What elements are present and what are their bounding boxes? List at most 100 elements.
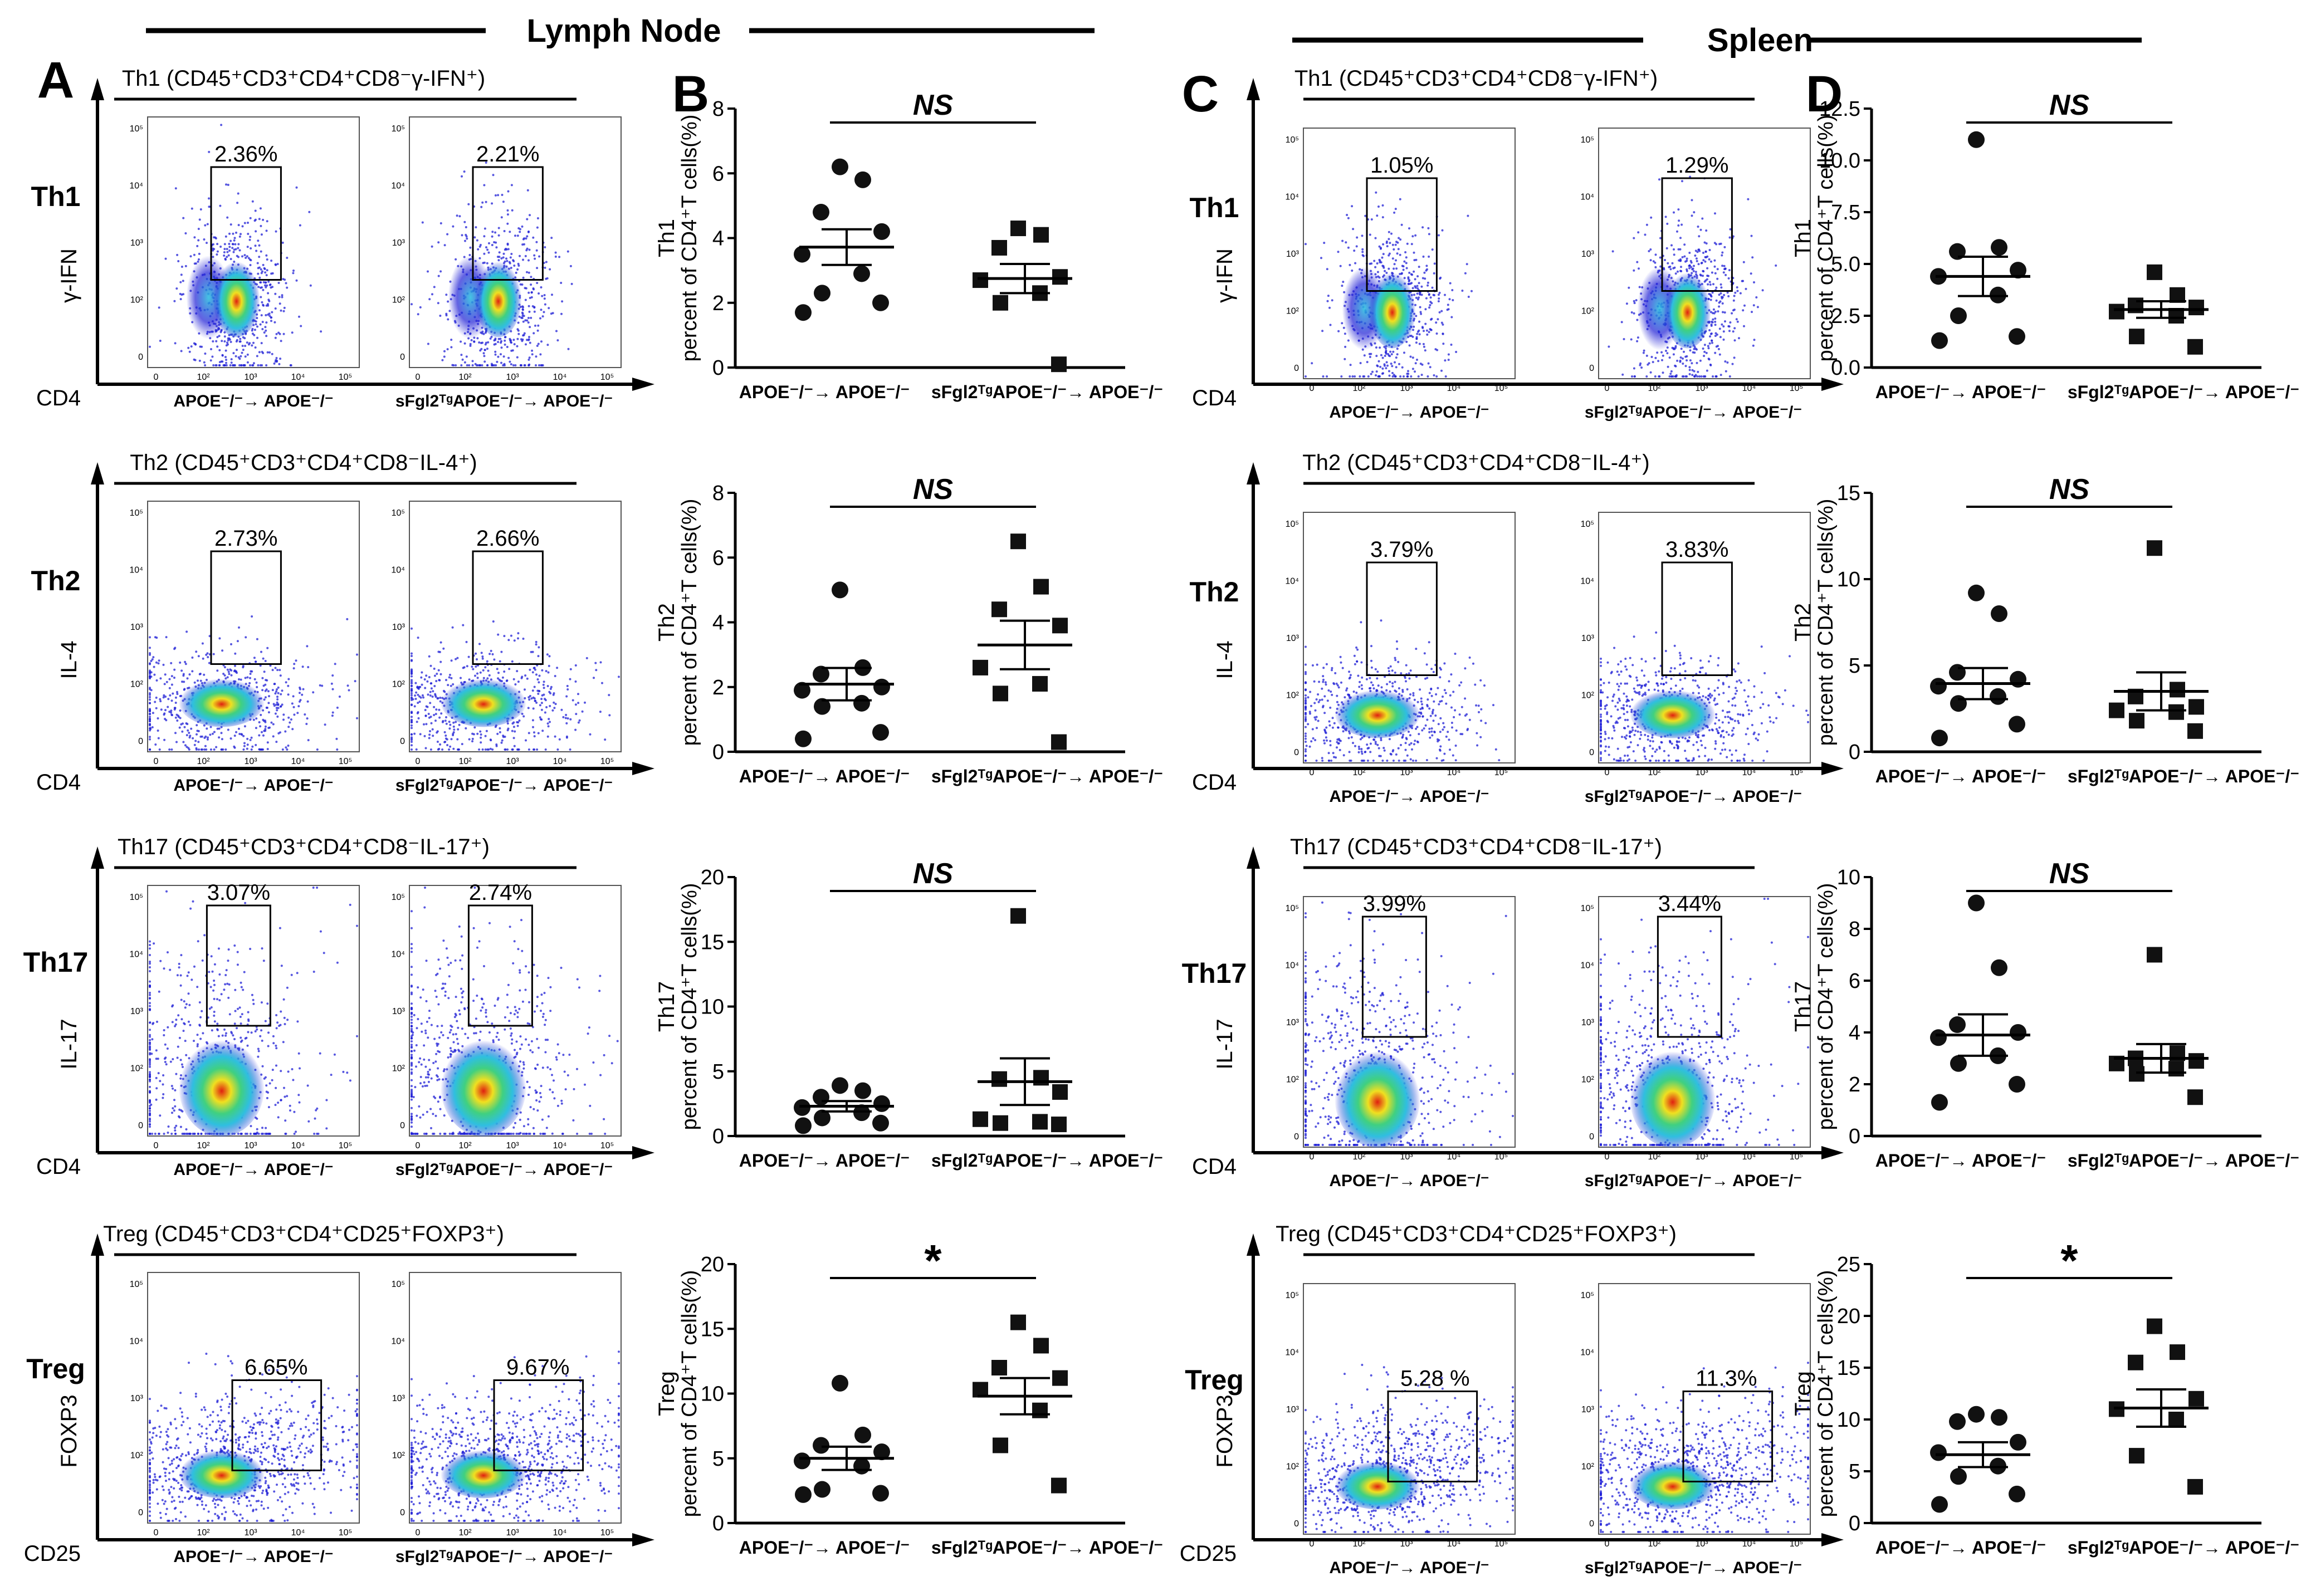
data-point (2009, 328, 2025, 345)
x-tick-label: 10⁵ (1790, 768, 1803, 777)
density-dot (1439, 676, 1442, 679)
density-dot (440, 712, 443, 715)
y-tick-label: 10³ (130, 238, 144, 248)
density-dot (528, 310, 531, 313)
data-point (854, 171, 871, 188)
density-dot (223, 364, 226, 366)
density-dot (1383, 749, 1386, 752)
density-dot (228, 246, 231, 248)
density-dot (335, 737, 338, 740)
density-dot (437, 275, 440, 277)
section-header-spleen: Spleen (1292, 22, 2142, 58)
density-dot (1718, 305, 1721, 308)
density-dot (541, 295, 544, 297)
density-dot (264, 326, 267, 329)
density-dot (1720, 286, 1723, 289)
density-dot (1729, 321, 1732, 324)
density-dot (278, 296, 281, 298)
density-dot (1638, 267, 1640, 270)
density-dot (272, 703, 275, 706)
density-dot (462, 667, 465, 669)
density-dot (438, 716, 441, 719)
density-dot (265, 274, 268, 277)
density-dot (1454, 745, 1457, 747)
x-tick-label: 0 (1310, 384, 1315, 393)
density-dot (1464, 272, 1467, 275)
density-dot (1626, 711, 1629, 713)
density-dot (261, 364, 263, 366)
density-dot (538, 292, 540, 295)
density-dot (184, 660, 187, 663)
y-axis-name: Th1 (1791, 219, 1815, 257)
density-dot (175, 713, 178, 716)
density-dot (1691, 199, 1693, 202)
density-dot (1611, 250, 1614, 253)
density-dot (1426, 677, 1429, 679)
density-dot (188, 673, 191, 676)
density-dot (308, 210, 311, 213)
density-dot (529, 297, 531, 299)
density-dot (1415, 760, 1418, 762)
density-dot (549, 704, 551, 707)
density-dot (261, 301, 263, 303)
density-dot (510, 339, 512, 342)
density-dot (511, 349, 514, 352)
density-dot (483, 360, 486, 363)
density-dot (1406, 242, 1409, 245)
density-dot (190, 727, 193, 730)
density-dot (213, 731, 216, 733)
density-dot (1380, 354, 1382, 356)
density-dot (1409, 669, 1412, 672)
density-dot (507, 639, 510, 642)
density-dot (168, 711, 171, 713)
density-dot (176, 719, 179, 722)
density-dot (411, 655, 413, 657)
density-dot (233, 735, 236, 737)
density-dot (224, 235, 227, 238)
density-dot (543, 294, 546, 296)
density-dot (1406, 754, 1409, 757)
density-dot (195, 748, 198, 751)
density-dot (421, 221, 424, 224)
density-dot (1684, 750, 1687, 752)
density-dot (298, 315, 300, 318)
density-dot (509, 256, 512, 259)
arrow-up-icon (1247, 462, 1260, 484)
density-dot (149, 720, 151, 723)
density-dot (549, 721, 551, 723)
density-dot (154, 701, 157, 703)
density-dot (506, 346, 509, 348)
density-dot (233, 237, 236, 239)
density-dot (446, 744, 449, 746)
density-dot (506, 748, 509, 751)
density-dot (223, 254, 226, 257)
density-dot (1743, 304, 1746, 307)
density-dot (540, 702, 543, 704)
density-dot (1429, 296, 1432, 299)
density-dot (1349, 732, 1351, 735)
density-dot (526, 677, 529, 680)
density-dot (1442, 728, 1444, 731)
group-label: sFgl2ᵀᵍAPOE⁻/⁻→ APOE⁻/⁻ (395, 392, 613, 410)
density-dot (1391, 375, 1394, 378)
density-dot (1713, 242, 1716, 244)
density-dot (258, 351, 261, 354)
density-dot (535, 364, 537, 366)
density-dot (1708, 660, 1710, 663)
density-dot (483, 355, 486, 358)
arrow-up-icon (91, 462, 104, 484)
density-dot (164, 673, 167, 676)
density-dot (276, 715, 279, 718)
density-dot (1447, 731, 1449, 733)
density-dot (1394, 657, 1396, 659)
density-dot (149, 636, 151, 639)
density-dot (1420, 374, 1423, 376)
density-dot (1691, 362, 1693, 365)
density-dot (1344, 332, 1346, 335)
density-dot (1419, 688, 1421, 691)
x-tick-label: 10³ (1400, 384, 1413, 393)
density-dot (482, 352, 485, 355)
density-dot (556, 339, 559, 342)
density-dot (448, 676, 451, 679)
density-dot (1321, 757, 1323, 760)
